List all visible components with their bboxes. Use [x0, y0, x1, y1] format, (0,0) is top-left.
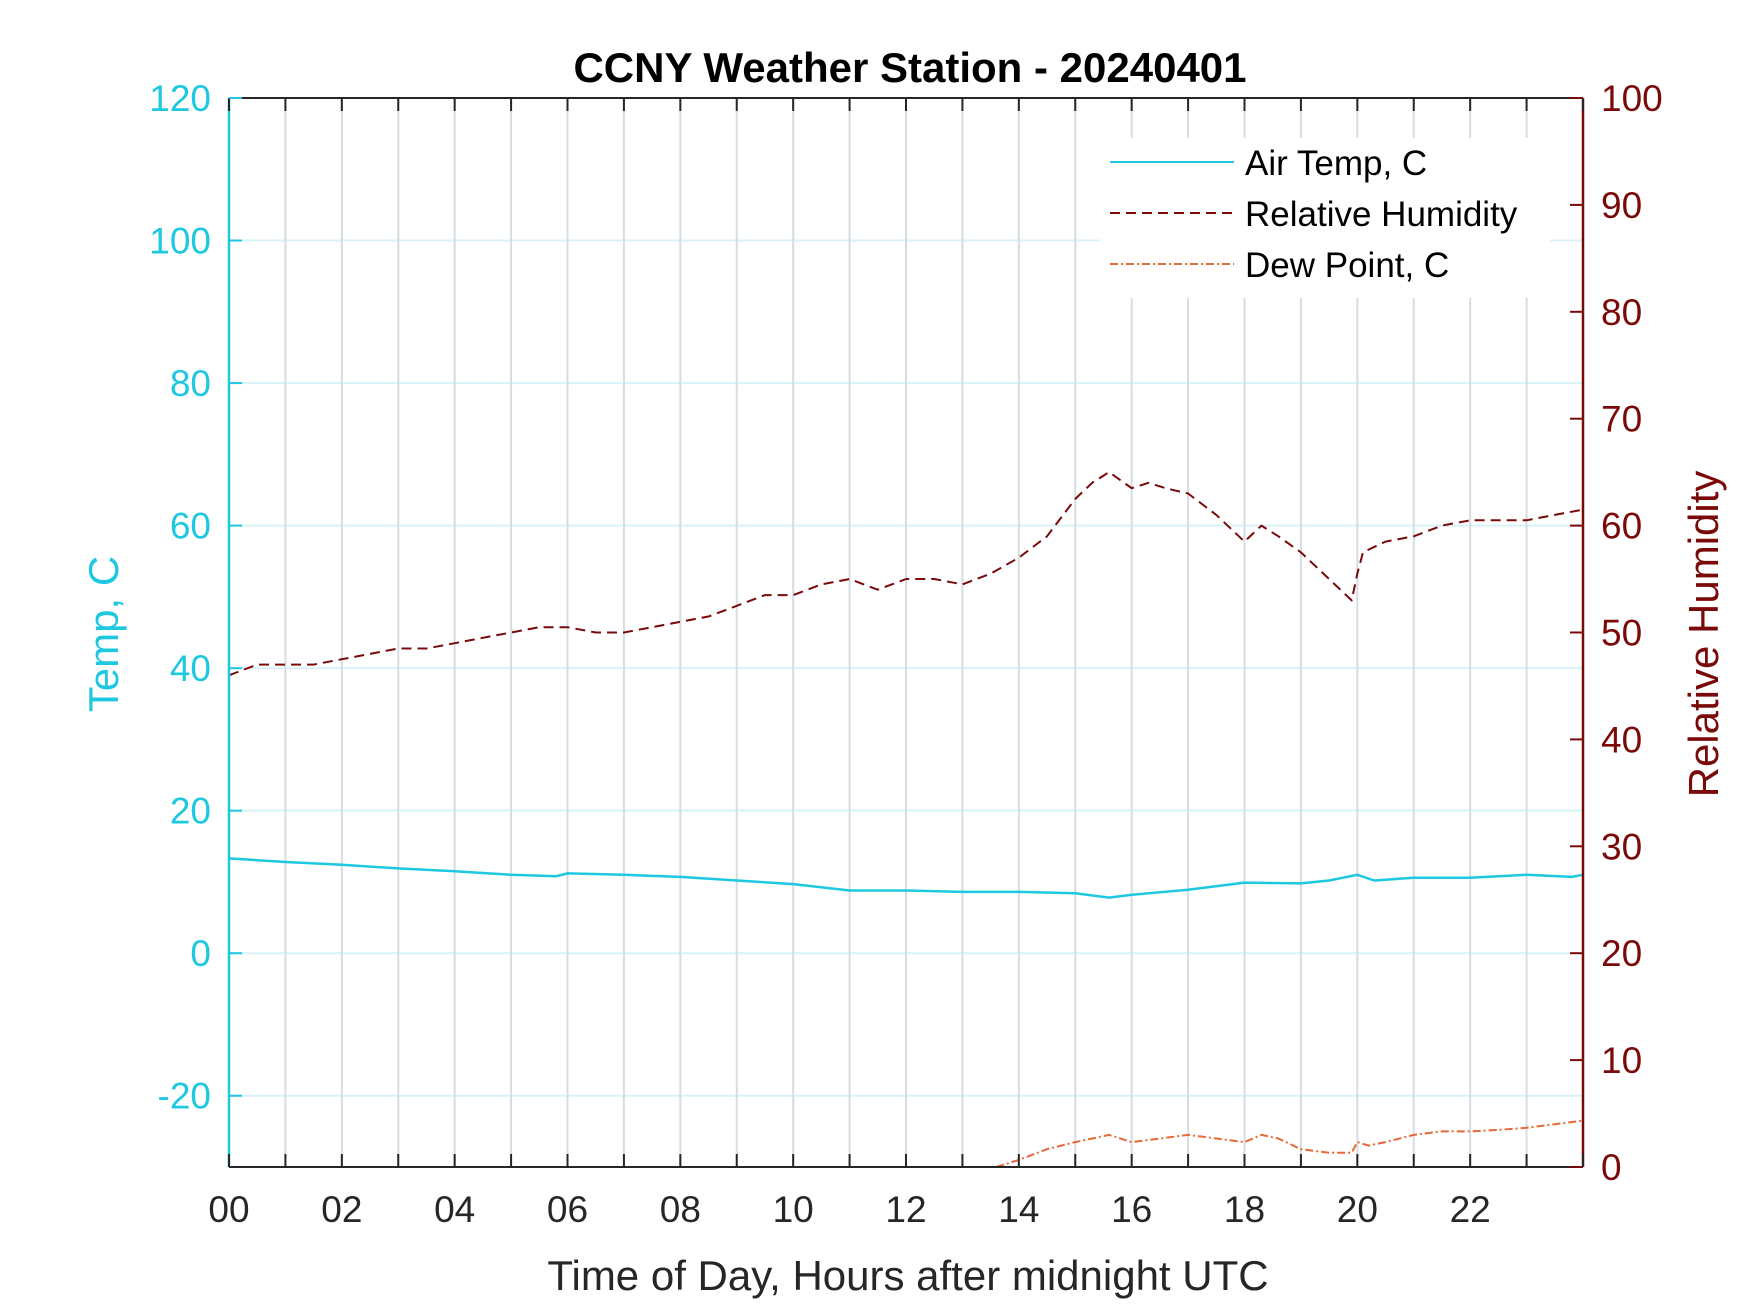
series-line-dew-point-c: [995, 1119, 1584, 1168]
y-left-tick-label: 60: [170, 506, 211, 547]
ticks-layer: 00 02 04 06 08 10 12 14 16 18 20 22-200204060801001…: [149, 78, 1662, 1230]
legend-label-air-temp: Air Temp, C: [1245, 144, 1427, 183]
y-right-tick-label: 60: [1601, 506, 1642, 547]
y-left-tick-label: 100: [149, 221, 211, 262]
y-left-tick-label: 0: [190, 933, 211, 974]
x-tick-label: 08: [660, 1189, 701, 1230]
x-tick-label: 18: [1224, 1189, 1265, 1230]
legend-label-relative-humidity: Relative Humidity: [1245, 195, 1518, 234]
series-line-relative-humidity: [228, 471, 1584, 677]
y-right-tick-label: 90: [1601, 185, 1642, 226]
y-right-axis-title: Relative Humidity: [1680, 471, 1727, 798]
x-tick-label: 04: [434, 1189, 475, 1230]
y-left-tick-label: 120: [149, 78, 211, 119]
y-right-tick-label: 0: [1601, 1147, 1622, 1188]
y-right-tick-label: 80: [1601, 292, 1642, 333]
x-tick-label: 12: [885, 1189, 926, 1230]
x-tick-label: 10: [773, 1189, 814, 1230]
legend-box: [1100, 138, 1550, 298]
x-tick-label: 00: [208, 1189, 249, 1230]
grid-layer: [228, 97, 1584, 1167]
y-left-tick-label: 80: [170, 363, 211, 404]
y-right-tick-label: 30: [1601, 826, 1642, 867]
x-tick-label: 20: [1337, 1189, 1378, 1230]
y-left-tick-label: -20: [158, 1076, 211, 1117]
y-left-tick-label: 40: [170, 648, 211, 689]
y-right-tick-label: 10: [1601, 1040, 1642, 1081]
x-axis-title: Time of Day, Hours after midnight UTC: [547, 1252, 1268, 1299]
x-tick-label: 06: [547, 1189, 588, 1230]
y-right-tick-label: 70: [1601, 399, 1642, 440]
y-right-tick-label: 100: [1601, 78, 1663, 119]
y-left-axis-title: Temp, C: [80, 556, 127, 712]
y-left-tick-label: 20: [170, 791, 211, 832]
legend-label-dew-point: Dew Point, C: [1245, 246, 1449, 285]
y-right-tick-label: 40: [1601, 719, 1642, 760]
x-tick-label: 22: [1450, 1189, 1491, 1230]
x-tick-label: 14: [998, 1189, 1039, 1230]
x-tick-label: 02: [321, 1189, 362, 1230]
x-tick-label: 16: [1111, 1189, 1152, 1230]
y-right-tick-label: 20: [1601, 933, 1642, 974]
legend: Air Temp, C Relative Humidity Dew Point,…: [1100, 138, 1550, 298]
y-right-tick-label: 50: [1601, 613, 1642, 654]
series-line-air-temp-c: [228, 857, 1584, 899]
chart-title: CCNY Weather Station - 20240401: [573, 44, 1246, 91]
series-layer: [228, 471, 1584, 1168]
